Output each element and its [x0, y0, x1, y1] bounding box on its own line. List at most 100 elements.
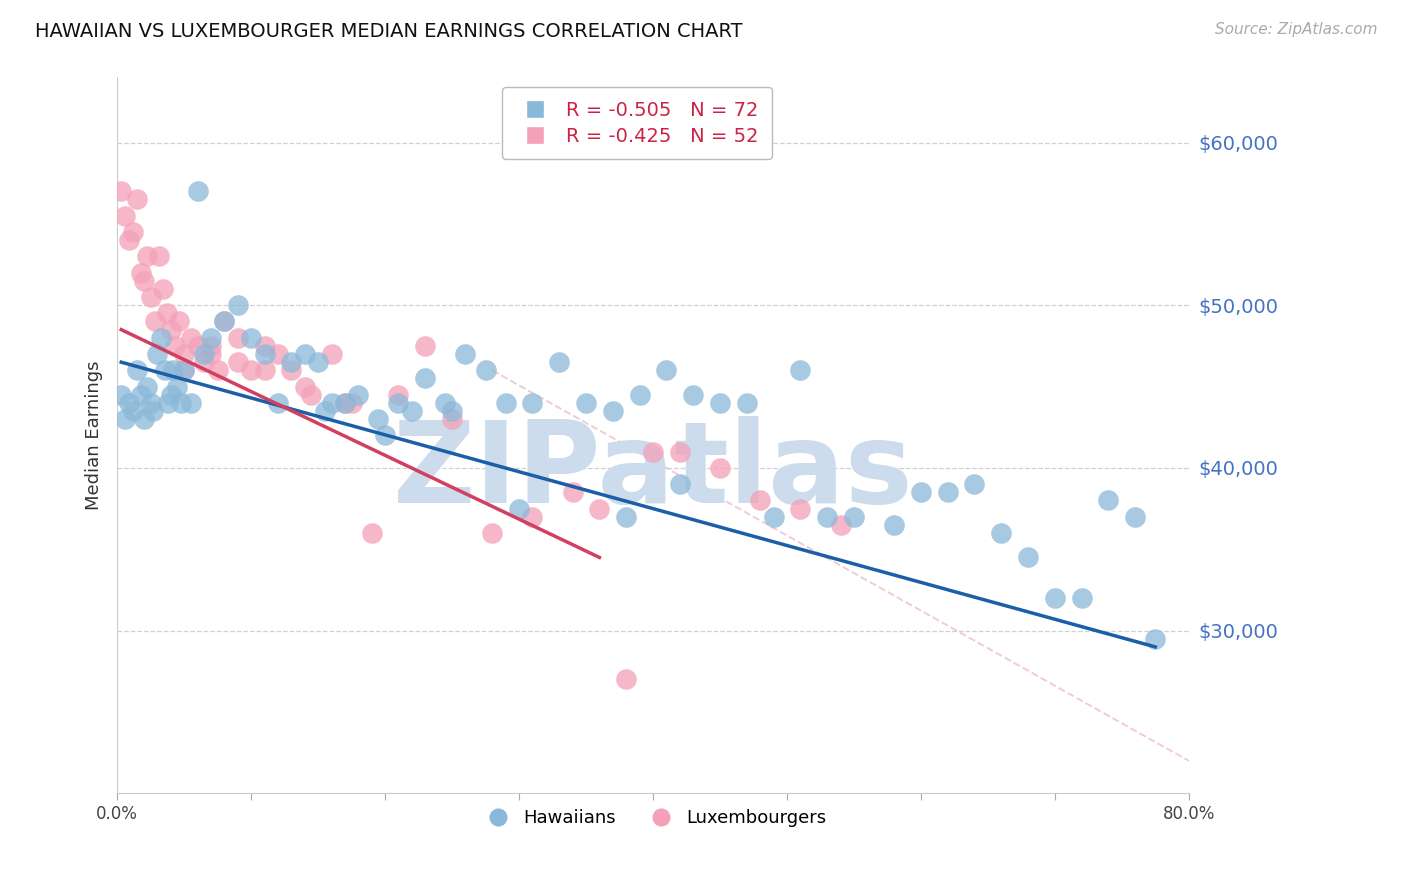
Text: ZIPatlas: ZIPatlas	[392, 416, 914, 526]
Point	[314, 404, 336, 418]
Point	[207, 363, 229, 377]
Point	[132, 412, 155, 426]
Point	[267, 396, 290, 410]
Point	[401, 404, 423, 418]
Point	[522, 509, 544, 524]
Point	[668, 477, 690, 491]
Point	[936, 485, 959, 500]
Point	[143, 314, 166, 328]
Point	[655, 363, 678, 377]
Point	[193, 347, 215, 361]
Point	[200, 347, 222, 361]
Point	[155, 363, 177, 377]
Point	[1070, 591, 1092, 606]
Point	[253, 339, 276, 353]
Point	[159, 323, 181, 337]
Point	[193, 355, 215, 369]
Point	[1144, 632, 1167, 646]
Point	[614, 673, 637, 687]
Point	[110, 388, 132, 402]
Point	[253, 347, 276, 361]
Point	[167, 314, 190, 328]
Point	[226, 355, 249, 369]
Point	[474, 363, 496, 377]
Point	[187, 339, 209, 353]
Point	[253, 363, 276, 377]
Point	[200, 339, 222, 353]
Point	[333, 396, 356, 410]
Point	[280, 363, 302, 377]
Point	[122, 225, 145, 239]
Point	[159, 388, 181, 402]
Text: HAWAIIAN VS LUXEMBOURGER MEDIAN EARNINGS CORRELATION CHART: HAWAIIAN VS LUXEMBOURGER MEDIAN EARNINGS…	[35, 22, 742, 41]
Point	[387, 396, 409, 410]
Point	[150, 331, 173, 345]
Point	[413, 339, 436, 353]
Point	[142, 404, 165, 418]
Point	[709, 396, 731, 410]
Point	[114, 412, 136, 426]
Point	[122, 404, 145, 418]
Point	[127, 363, 149, 377]
Point	[963, 477, 986, 491]
Point	[294, 379, 316, 393]
Point	[602, 404, 624, 418]
Point	[173, 363, 195, 377]
Point	[163, 339, 186, 353]
Point	[1017, 550, 1039, 565]
Point	[454, 347, 477, 361]
Point	[367, 412, 389, 426]
Point	[1097, 493, 1119, 508]
Point	[173, 347, 195, 361]
Point	[129, 388, 152, 402]
Point	[522, 396, 544, 410]
Point	[682, 388, 704, 402]
Point	[214, 314, 236, 328]
Point	[156, 306, 179, 320]
Point	[299, 388, 322, 402]
Point	[226, 298, 249, 312]
Point	[118, 233, 141, 247]
Point	[749, 493, 772, 508]
Point	[152, 282, 174, 296]
Point	[307, 355, 329, 369]
Point	[200, 331, 222, 345]
Point	[815, 509, 838, 524]
Point	[146, 347, 169, 361]
Point	[735, 396, 758, 410]
Point	[668, 444, 690, 458]
Point	[387, 388, 409, 402]
Point	[789, 501, 811, 516]
Point	[614, 509, 637, 524]
Point	[1123, 509, 1146, 524]
Point	[127, 193, 149, 207]
Point	[180, 396, 202, 410]
Point	[148, 249, 170, 263]
Text: Source: ZipAtlas.com: Source: ZipAtlas.com	[1215, 22, 1378, 37]
Point	[628, 388, 651, 402]
Point	[910, 485, 932, 500]
Point	[441, 404, 464, 418]
Point	[294, 347, 316, 361]
Point	[441, 412, 464, 426]
Point	[226, 331, 249, 345]
Point	[340, 396, 363, 410]
Point	[548, 355, 571, 369]
Point	[180, 331, 202, 345]
Point	[135, 249, 157, 263]
Point	[173, 363, 195, 377]
Point	[360, 526, 382, 541]
Point	[240, 363, 263, 377]
Point	[321, 347, 343, 361]
Point	[135, 379, 157, 393]
Point	[641, 444, 664, 458]
Point	[170, 396, 193, 410]
Point	[561, 485, 583, 500]
Point	[110, 185, 132, 199]
Point	[830, 517, 852, 532]
Point	[240, 331, 263, 345]
Point	[508, 501, 530, 516]
Point	[333, 396, 356, 410]
Point	[114, 209, 136, 223]
Point	[709, 461, 731, 475]
